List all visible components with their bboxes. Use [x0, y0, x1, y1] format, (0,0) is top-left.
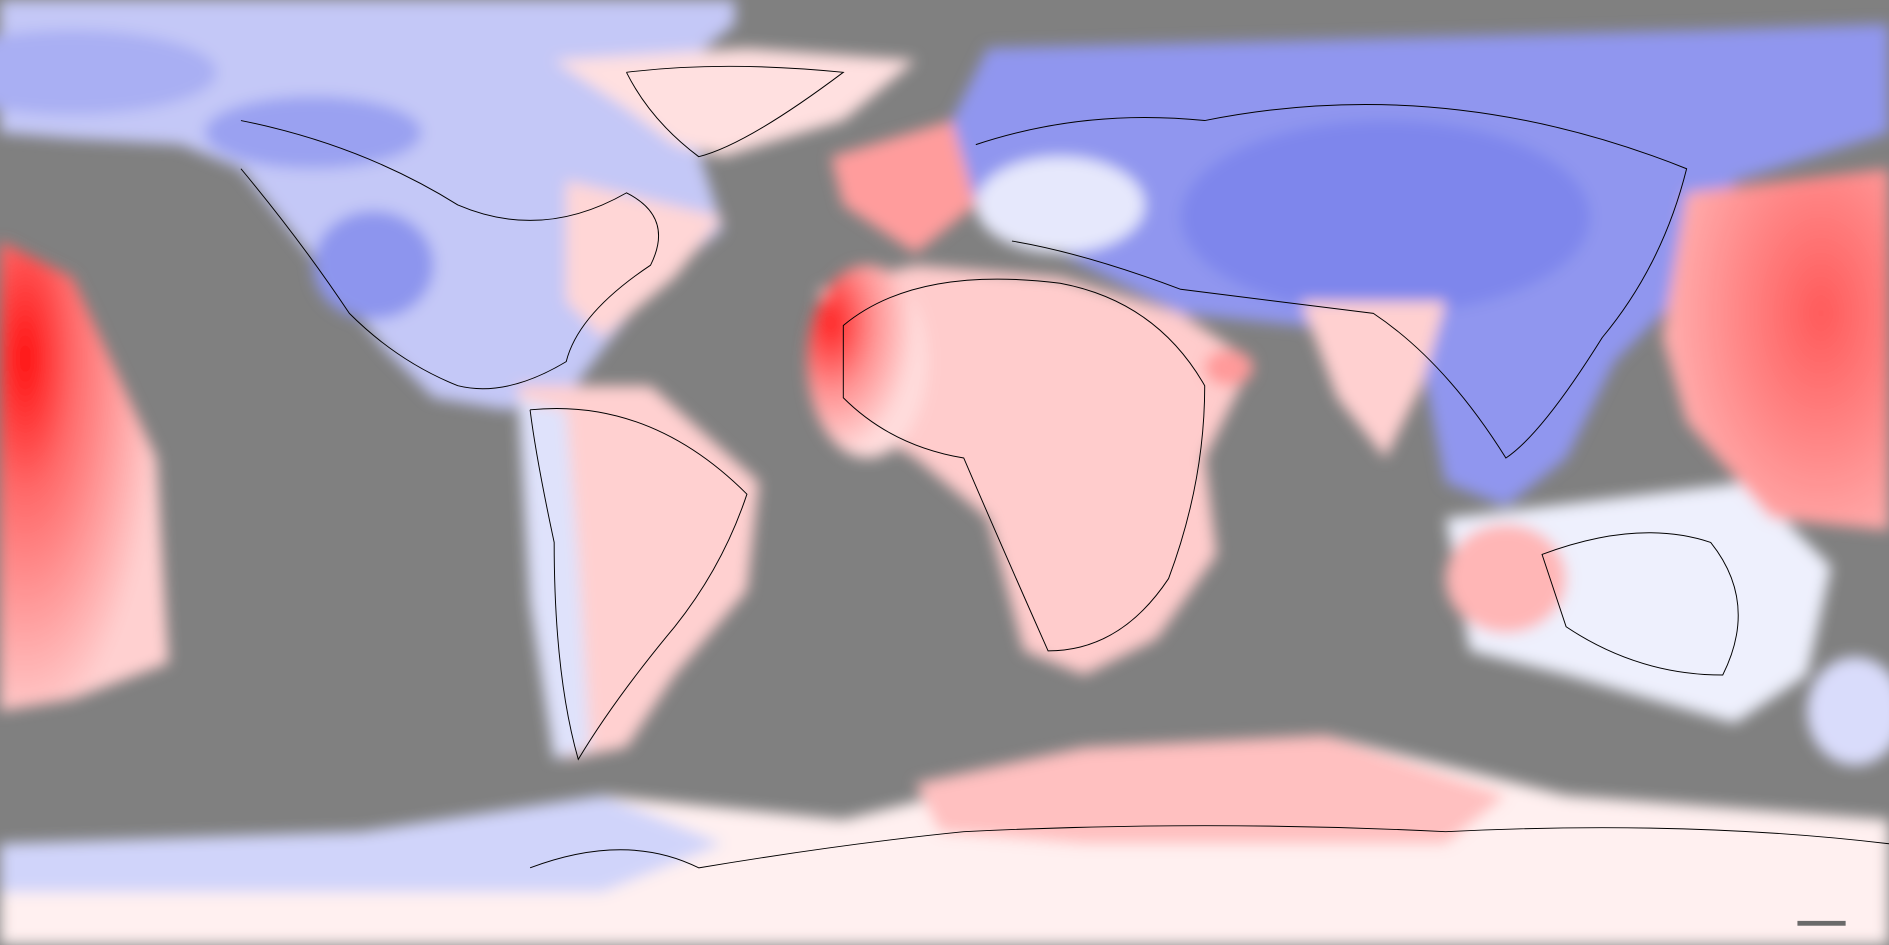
- coastline: [240, 120, 659, 390]
- cold-spot: [204, 96, 422, 169]
- scale-mark: [1797, 920, 1846, 926]
- coastline: [529, 408, 748, 761]
- cold-spot: [1180, 120, 1591, 314]
- europe-mild: [975, 156, 1145, 254]
- northeast-atlantic-warm: [831, 120, 976, 254]
- west-pacific-warm: [1662, 168, 1889, 531]
- horn-warm: [1204, 349, 1253, 386]
- west-africa-warm: [807, 265, 928, 459]
- new-zealand-cool: [1807, 656, 1889, 766]
- coastline: [842, 278, 1206, 652]
- coastline: [1541, 532, 1739, 676]
- east-pacific-warm: [0, 241, 169, 712]
- greenland-region: [554, 48, 916, 157]
- cold-spot: [313, 210, 434, 320]
- africa-region: [819, 265, 1253, 675]
- coastline: [975, 104, 1688, 459]
- east-antarctica-warm: [915, 735, 1506, 844]
- coastlines: [240, 65, 1889, 869]
- west-antarctica-cool: [0, 795, 723, 892]
- west-australia-warm: [1445, 524, 1567, 633]
- east-coast-warm: [566, 180, 723, 338]
- coastline: [626, 65, 845, 158]
- cold-spot: [0, 30, 217, 115]
- north-america-region: [0, 0, 735, 410]
- india-region: [1301, 301, 1446, 459]
- coastline: [529, 825, 1889, 869]
